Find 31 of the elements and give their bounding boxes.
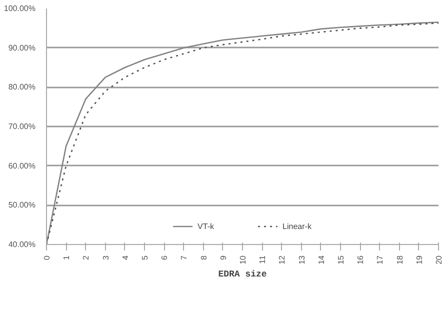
- y-tick-label: 40.00%: [8, 240, 36, 249]
- y-tick-label: 100.00%: [4, 4, 36, 13]
- x-tick-label: 13: [297, 254, 306, 264]
- x-tick-label: 5: [140, 254, 150, 260]
- x-tick-label: 4: [120, 254, 130, 260]
- y-tick-label: 70.00%: [8, 122, 36, 131]
- x-tick-label: 19: [414, 254, 424, 264]
- y-tick-label: 80.00%: [8, 82, 36, 92]
- y-tick-label: 60.00%: [8, 161, 36, 170]
- x-tick-label: 20: [434, 254, 444, 264]
- x-tick-label: 17: [376, 254, 385, 264]
- x-tick-label: 15: [336, 254, 346, 264]
- x-tick-label: 2: [82, 254, 91, 260]
- x-tick-label: 8: [199, 254, 208, 260]
- y-tick-label: 90.00%: [8, 43, 36, 52]
- x-tick-label: 16: [356, 254, 366, 264]
- x-tick-label: 11: [258, 254, 268, 264]
- x-tick-label: 6: [160, 254, 170, 260]
- legend-label: VT-k: [198, 222, 215, 230]
- x-tick-label: 3: [101, 254, 110, 260]
- x-tick-label: 18: [395, 254, 404, 264]
- x-tick-label: 9: [218, 254, 228, 260]
- y-tick-label: 50.00%: [8, 200, 36, 210]
- x-tick-label: 14: [316, 254, 326, 264]
- x-tick-label: 12: [278, 254, 287, 264]
- x-tick-label: 0: [42, 254, 52, 260]
- x-tick-label: 7: [180, 254, 189, 260]
- x-tick-label: 1: [62, 254, 72, 260]
- x-axis-title: EDRA size: [218, 269, 267, 280]
- x-tick-label: 10: [238, 254, 248, 264]
- legend-label: Linear-k: [282, 222, 312, 230]
